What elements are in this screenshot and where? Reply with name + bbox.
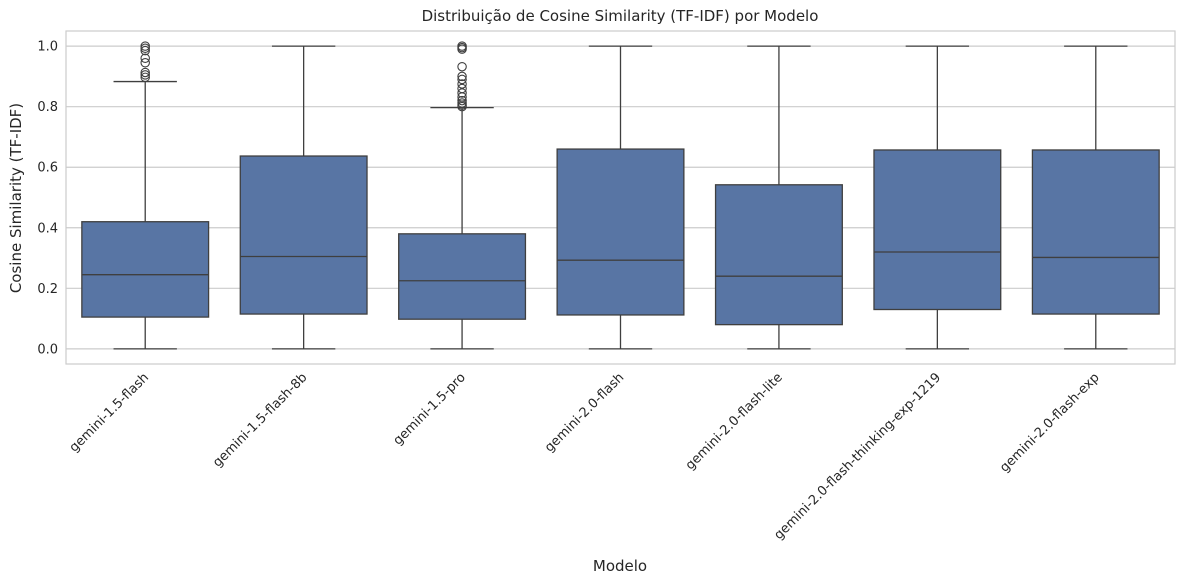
x-tick-label: gemini-1.5-flash-8b: [210, 370, 310, 470]
y-tick-label: 0.4: [37, 221, 58, 236]
y-tick-label: 0.6: [37, 161, 58, 176]
box-group: [398, 41, 527, 350]
box-group: [239, 45, 368, 350]
outlier-point: [457, 95, 467, 106]
box-group: [1031, 45, 1160, 350]
iqr-box: [1031, 149, 1160, 315]
outlier-point: [140, 53, 150, 63]
outlier-point: [457, 98, 467, 108]
x-tick-label: gemini-1.5-pro: [391, 370, 469, 448]
outlier-point: [457, 41, 467, 51]
x-tick-label: gemini-2.0-flash-lite: [683, 370, 786, 473]
outlier-point: [140, 41, 150, 51]
outlier-point: [457, 74, 467, 85]
iqr-box: [398, 233, 527, 320]
outlier-point: [140, 67, 150, 78]
iqr-box: [556, 148, 685, 316]
outlier-point: [457, 88, 467, 98]
x-tick-label: gemini-2.0-flash-thinking-exp-1219: [771, 370, 944, 543]
outlier-point: [140, 72, 150, 83]
plot-frame: [65, 30, 1176, 365]
y-tick-label: 1.0: [37, 40, 58, 55]
iqr-box: [873, 149, 1002, 311]
x-tick-label: gemini-2.0-flash: [542, 370, 627, 455]
iqr-box: [714, 184, 843, 326]
outlier-point: [140, 58, 150, 68]
x-tick-label: gemini-1.5-flash: [67, 370, 152, 455]
iqr-box: [81, 221, 210, 318]
outlier-point: [140, 45, 150, 56]
y-tick-label: 0.0: [37, 342, 58, 357]
iqr-box: [239, 155, 368, 315]
x-axis-label: Modelo: [593, 557, 647, 575]
y-axis-label: Cosine Similarity (TF-IDF): [7, 103, 25, 293]
box-group: [714, 45, 843, 350]
x-tick-label: gemini-2.0-flash-exp: [997, 370, 1102, 475]
box-group: [556, 45, 685, 350]
outlier-point: [457, 83, 467, 94]
box-group: [81, 41, 210, 350]
outlier-point: [140, 70, 150, 80]
outlier-point: [457, 71, 467, 82]
y-tick-label: 0.8: [37, 100, 58, 115]
outlier-point: [457, 79, 467, 89]
y-tick-label: 0.2: [37, 282, 58, 297]
box-group: [873, 45, 1002, 350]
outlier-point: [457, 61, 467, 72]
boxes: [81, 41, 1160, 350]
chart-title: Distribuição de Cosine Similarity (TF-ID…: [422, 7, 819, 25]
